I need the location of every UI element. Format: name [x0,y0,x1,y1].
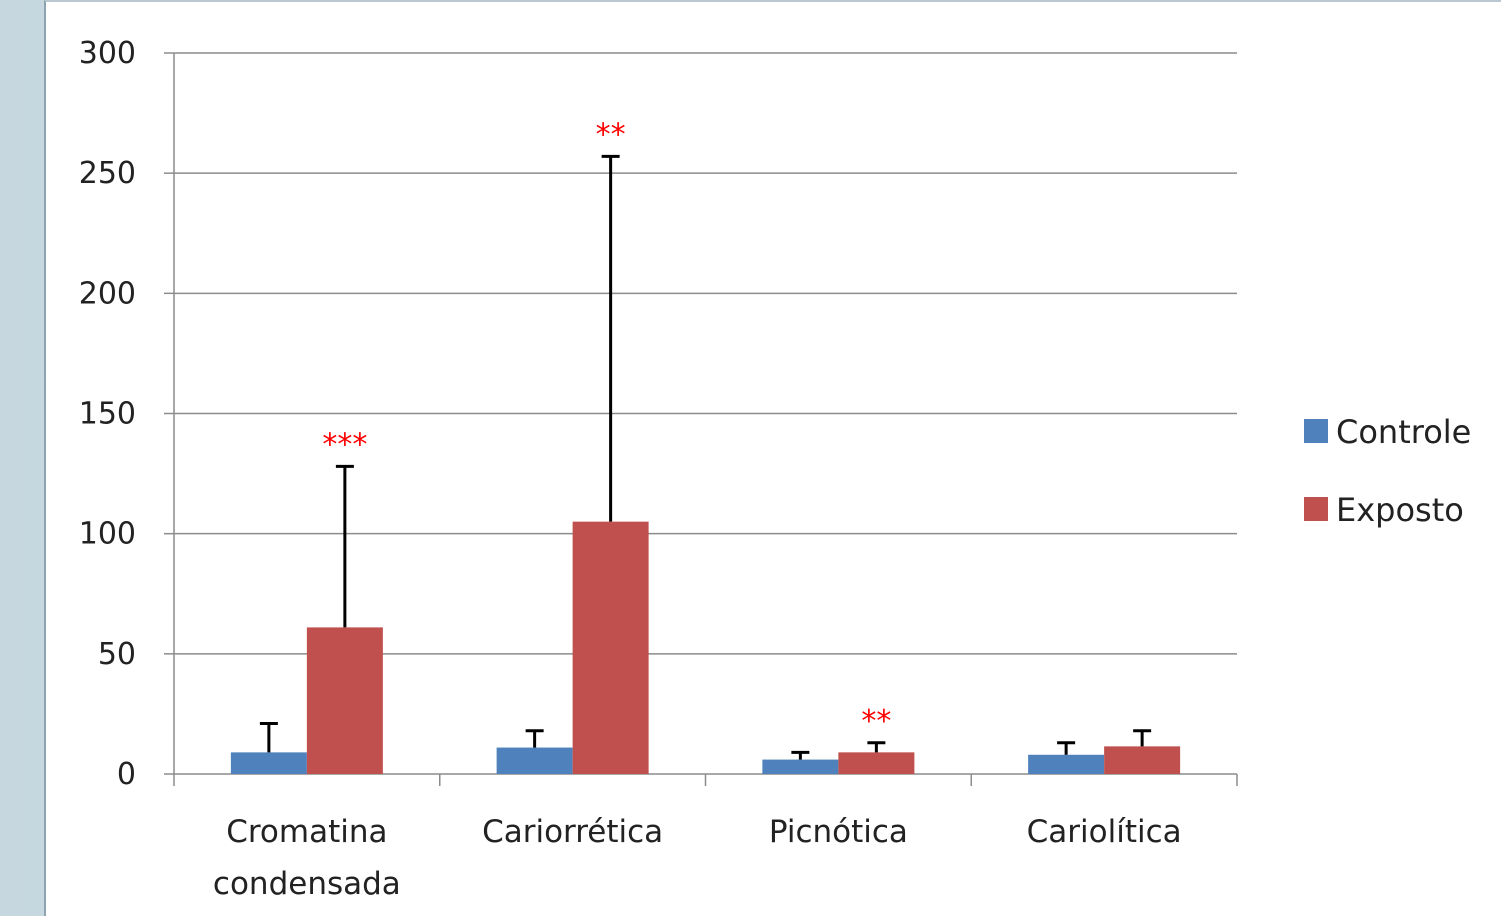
bar-exposto [572,521,649,774]
y-tick-label: 50 [98,637,136,672]
bar-controle [762,759,839,774]
y-tick-label: 0 [117,757,136,792]
legend-label-controle: Controle [1336,413,1471,451]
x-category-label: Picnótica [769,814,908,850]
y-tick-label: 150 [79,397,136,432]
significance-marker: *** [322,427,367,462]
bar-exposto [306,627,383,774]
bar-exposto [1104,746,1181,774]
bar-controle [230,752,307,774]
x-category-label: condensada [213,866,401,902]
y-tick-label: 200 [79,276,136,311]
legend-label-exposto: Exposto [1336,491,1464,529]
y-tick-label: 250 [79,156,136,191]
significance-marker: ** [596,117,626,152]
x-category-label: Cromatina [226,814,387,850]
legend-swatch-controle [1304,419,1328,443]
significance-marker: ** [861,704,891,739]
y-tick-label: 100 [79,517,136,552]
bar-exposto [838,752,915,774]
legend-swatch-exposto [1304,497,1328,521]
x-category-label: Cariorrética [482,814,663,850]
y-tick-label: 300 [79,36,136,71]
bar-controle [1028,754,1105,774]
bar-controle [496,747,573,774]
x-category-label: Cariolítica [1027,814,1182,850]
